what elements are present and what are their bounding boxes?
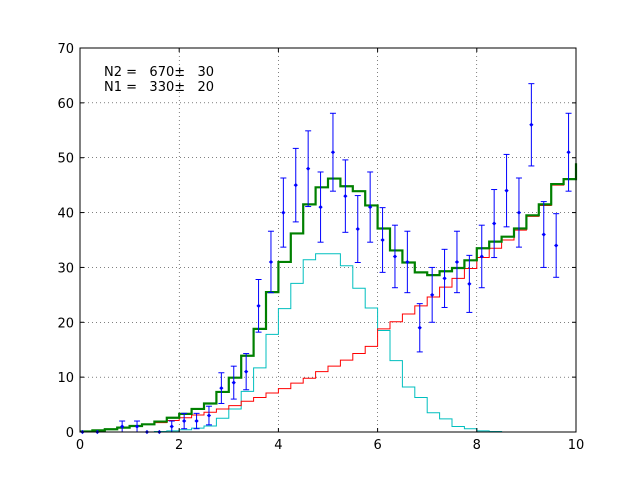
y-tick-label: 70 <box>57 42 74 57</box>
data-point <box>380 237 385 243</box>
series-line-component-2 <box>80 253 576 433</box>
data-point <box>516 210 522 215</box>
x-tick-label: 4 <box>274 438 282 453</box>
x-tick-label: 8 <box>473 438 481 453</box>
data-point <box>206 413 212 418</box>
y-tick-label: 0 <box>66 426 74 441</box>
data-point <box>318 204 323 210</box>
data-point <box>405 259 410 265</box>
data-point <box>231 380 236 385</box>
data-point <box>541 232 546 237</box>
data-point <box>343 193 348 199</box>
data-point <box>330 150 336 155</box>
data-point <box>554 243 559 248</box>
data-point <box>219 385 224 391</box>
data-point <box>268 259 274 265</box>
data-point <box>417 325 422 330</box>
data-point <box>467 281 472 287</box>
data-point <box>442 276 447 281</box>
data-point <box>134 424 140 429</box>
plot-frame <box>79 47 577 433</box>
data-point <box>169 424 174 429</box>
annotation-n1: N1 = 330± 20 <box>104 80 214 95</box>
y-tick-label: 30 <box>57 261 74 276</box>
y-tick-label: 40 <box>57 207 74 222</box>
y-tick-label: 60 <box>57 97 74 112</box>
data-point <box>392 254 398 259</box>
data-point <box>492 221 497 226</box>
data-point <box>454 259 460 265</box>
data-point <box>256 303 261 308</box>
data-point <box>355 226 360 232</box>
x-tick-label: 10 <box>568 438 585 453</box>
ticks: 0 2 4 6 8 10 0 10 20 30 40 50 60 70 <box>57 42 584 453</box>
y-tick-label: 10 <box>57 371 74 386</box>
series-layer <box>80 163 578 433</box>
data-point <box>306 166 311 171</box>
data-point <box>368 204 373 210</box>
x-tick-label: 2 <box>175 438 183 453</box>
data-point <box>479 254 484 259</box>
x-tick-label: 6 <box>373 438 381 453</box>
data-point <box>281 210 286 215</box>
annotation-n2: N2 = 670± 30 <box>104 65 214 80</box>
series-line-total <box>80 163 578 433</box>
data-point <box>194 418 199 424</box>
grid <box>80 48 576 432</box>
data-point <box>182 418 187 424</box>
data-point <box>293 183 298 188</box>
data-point <box>430 292 435 297</box>
data-point <box>566 150 571 155</box>
x-tick-label: 0 <box>76 438 84 453</box>
y-tick-label: 50 <box>57 152 74 167</box>
y-tick-label: 20 <box>57 316 74 331</box>
data-point <box>504 188 509 193</box>
data-point <box>244 369 249 374</box>
